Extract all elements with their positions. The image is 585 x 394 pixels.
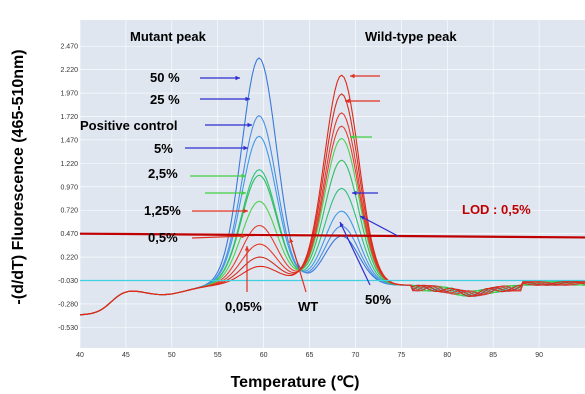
- arrow-head: [289, 238, 294, 243]
- lod-line: [79, 232, 585, 239]
- arrow-head: [340, 222, 344, 227]
- y-tick-label: 1.470: [60, 137, 78, 144]
- annotation-arrow: [359, 215, 399, 237]
- y-tick-labels: 2.470 2.220 1.970 1.720 1.470 1.220 0.970 0.720…: [58, 44, 78, 332]
- x-tick-label: 65: [306, 352, 314, 359]
- arrow-head: [350, 134, 355, 140]
- arrow-head: [235, 75, 240, 81]
- arrow-head: [345, 98, 350, 104]
- arrow-head: [241, 234, 246, 239]
- arrow-head: [247, 122, 252, 128]
- y-tick-label: -0.030: [58, 278, 78, 285]
- y-tick-label: 2.470: [60, 44, 78, 51]
- annotation-arrows: [185, 73, 399, 293]
- y-tick-label: 0.970: [60, 184, 78, 191]
- arrow-head: [243, 208, 248, 214]
- x-tick-label: 60: [260, 352, 268, 359]
- arrow-head: [241, 173, 246, 179]
- y-tick-label: -0.280: [58, 301, 78, 308]
- x-tick-label: 75: [397, 352, 405, 359]
- annotation-arrow: [289, 237, 307, 293]
- wildtype-peak-label: Wild-type peak: [365, 29, 457, 44]
- label-1-25-percent: 1,25%: [144, 203, 181, 218]
- y-tick-label: 1.970: [60, 91, 78, 98]
- y-axis-label: -(d/dT) Fluorescence (465-510nm): [10, 49, 27, 304]
- arrow-head: [244, 246, 250, 251]
- label-positive-control: Positive control: [80, 118, 178, 133]
- label-wt: WT: [298, 299, 318, 314]
- x-tick-label: 80: [443, 352, 451, 359]
- arrow-head: [243, 145, 248, 151]
- y-tick-label: 1.720: [60, 114, 78, 121]
- x-tick-label: 85: [489, 352, 497, 359]
- melting-curves: [79, 57, 585, 316]
- label-50-percent-bottom: 50%: [365, 292, 391, 307]
- y-tick-label: -0.530: [58, 325, 78, 332]
- x-tick-label: 70: [352, 352, 360, 359]
- label-0-05-percent: 0,05%: [225, 299, 262, 314]
- mutant-peak-label: Mutant peak: [130, 29, 207, 44]
- y-tick-label: 2.220: [60, 67, 78, 74]
- x-tick-label: 90: [535, 352, 543, 359]
- label-2-5-percent: 2,5%: [148, 166, 178, 181]
- arrow-head: [360, 216, 365, 220]
- lod-label: LOD : 0,5%: [462, 202, 531, 217]
- y-tick-label: 0.470: [60, 231, 78, 238]
- x-tick-label: 55: [214, 352, 222, 359]
- label-25-percent: 25 %: [150, 92, 180, 107]
- annotation-arrow: [339, 221, 371, 286]
- y-tick-label: 1.220: [60, 161, 78, 168]
- x-axis-label: Temperature (℃): [231, 374, 360, 391]
- melting-curve: [79, 74, 585, 316]
- y-tick-label: 0.720: [60, 208, 78, 215]
- label-5-percent: 5%: [154, 141, 173, 156]
- label-0-5-percent: 0,5%: [148, 230, 178, 245]
- x-tick-labels: 40 45 50 55 60 65 70 75 80 85 90: [76, 352, 543, 359]
- plot-area: [80, 20, 585, 348]
- label-50-percent: 50 %: [150, 70, 180, 85]
- arrow-head: [350, 73, 355, 79]
- x-tick-label: 45: [122, 352, 130, 359]
- arrow-head: [241, 190, 246, 196]
- annotation-arrow: [191, 235, 247, 239]
- y-tick-label: 0.220: [60, 255, 78, 262]
- arrow-head: [245, 96, 250, 102]
- x-tick-label: 50: [168, 352, 176, 359]
- x-tick-label: 40: [76, 352, 84, 359]
- arrow-head: [352, 190, 357, 196]
